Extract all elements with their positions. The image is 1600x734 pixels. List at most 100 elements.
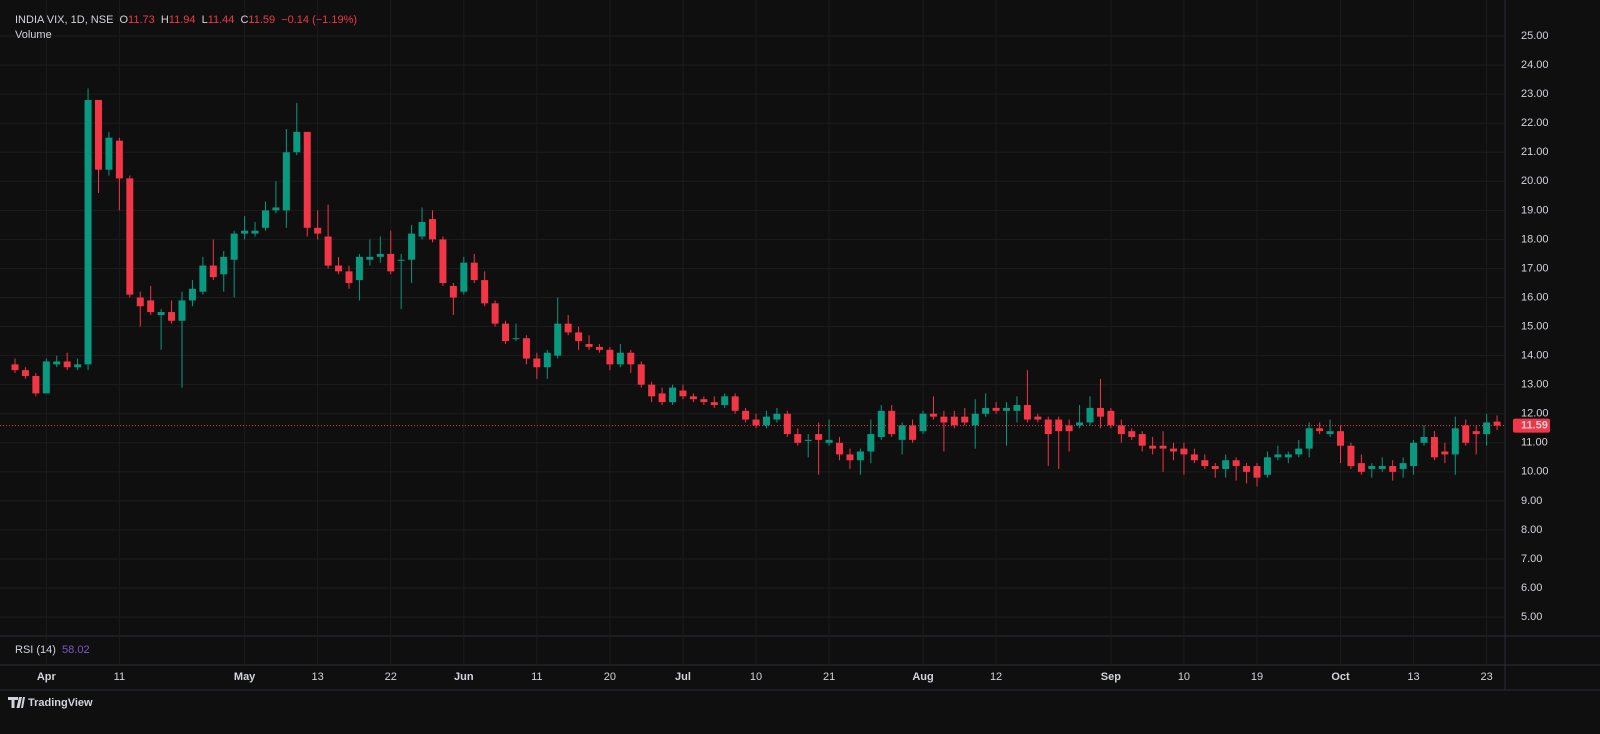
y-tick-label: 6.00 bbox=[1521, 582, 1542, 594]
candle-body bbox=[585, 344, 593, 347]
y-tick-label: 11.00 bbox=[1521, 437, 1548, 449]
candle-body bbox=[731, 396, 739, 411]
candle-body bbox=[42, 361, 50, 394]
candle-body bbox=[783, 413, 791, 435]
symbol: INDIA VIX, 1D, NSE bbox=[15, 14, 114, 26]
ohlc-letter: H bbox=[160, 14, 169, 26]
candle-body bbox=[919, 413, 927, 432]
candle-body bbox=[1201, 460, 1209, 467]
candle-body bbox=[408, 233, 416, 260]
candle-body bbox=[522, 338, 530, 359]
candle-body bbox=[648, 384, 656, 397]
candle-body bbox=[502, 323, 510, 342]
candle-body bbox=[1076, 422, 1084, 426]
candle-body bbox=[1190, 454, 1198, 461]
x-tick-label: Oct bbox=[1331, 671, 1350, 683]
x-tick-label: Sep bbox=[1101, 671, 1121, 683]
candle-body bbox=[836, 442, 844, 455]
candle-body bbox=[1441, 451, 1449, 455]
candle-body bbox=[679, 390, 687, 397]
candle-body bbox=[929, 413, 937, 417]
candle-body bbox=[1347, 445, 1355, 467]
candle-body bbox=[961, 416, 969, 423]
x-tick-label: Apr bbox=[37, 671, 57, 683]
volume-label: Volume bbox=[15, 29, 52, 41]
y-tick-label: 18.00 bbox=[1521, 233, 1549, 245]
candle-body bbox=[387, 253, 395, 272]
y-tick-label: 23.00 bbox=[1521, 88, 1549, 100]
candle-body bbox=[867, 434, 875, 452]
candle-body bbox=[1117, 425, 1125, 435]
y-tick-label: 15.00 bbox=[1521, 320, 1549, 332]
candle-body bbox=[147, 300, 155, 313]
candle-body bbox=[512, 338, 520, 340]
candle-body bbox=[251, 230, 259, 234]
candle-body bbox=[94, 99, 102, 170]
candle-body bbox=[345, 271, 353, 283]
candle-body bbox=[1170, 448, 1178, 452]
candle-body bbox=[282, 152, 290, 211]
candle-body bbox=[460, 262, 468, 292]
candle-body bbox=[1055, 419, 1063, 432]
candle-body bbox=[877, 410, 885, 437]
candle-body bbox=[209, 265, 217, 278]
candle-body bbox=[752, 419, 760, 426]
candle-body bbox=[220, 256, 228, 275]
candle-body bbox=[1378, 466, 1386, 469]
candle-body bbox=[1065, 425, 1073, 432]
candle-body bbox=[846, 454, 854, 461]
x-tick-label: Jul bbox=[675, 671, 691, 683]
candle-body bbox=[168, 312, 176, 321]
candle-body bbox=[1138, 434, 1146, 446]
y-tick-label: 17.00 bbox=[1521, 262, 1549, 274]
candle-body bbox=[992, 407, 1000, 411]
candle-body bbox=[888, 410, 896, 435]
candle-body bbox=[710, 402, 718, 406]
candle-body bbox=[940, 416, 948, 423]
y-tick-label: 8.00 bbox=[1521, 524, 1542, 536]
candle-body bbox=[564, 323, 572, 333]
low-value: 11.44 bbox=[207, 14, 235, 26]
x-tick-label: 10 bbox=[750, 671, 762, 683]
candle-body bbox=[199, 265, 207, 292]
y-tick-label: 24.00 bbox=[1521, 59, 1549, 71]
y-tick-label: 13.00 bbox=[1521, 379, 1549, 391]
candle-body bbox=[481, 280, 489, 304]
candle-body bbox=[178, 300, 186, 321]
y-tick-label: 19.00 bbox=[1521, 204, 1549, 216]
candle-body bbox=[115, 140, 123, 179]
y-tick-label: 16.00 bbox=[1521, 291, 1549, 303]
candle-body bbox=[241, 230, 249, 234]
candle-body bbox=[1399, 463, 1407, 469]
candle-body bbox=[1086, 407, 1094, 423]
candle-body bbox=[742, 410, 750, 420]
candle-body bbox=[909, 425, 917, 440]
open-value: 11.73 bbox=[128, 14, 155, 26]
candle-body bbox=[1357, 463, 1365, 472]
y-tick-label: 20.00 bbox=[1521, 175, 1549, 187]
candle-body bbox=[1430, 436, 1438, 458]
x-tick-label: 22 bbox=[385, 671, 397, 683]
y-tick-label: 10.00 bbox=[1521, 466, 1549, 478]
x-tick-label: 23 bbox=[1480, 671, 1492, 683]
candle-body bbox=[595, 346, 603, 350]
candle-body bbox=[491, 303, 499, 324]
y-tick-label: 7.00 bbox=[1521, 553, 1542, 565]
candle-body bbox=[261, 210, 269, 228]
candle-body bbox=[1451, 428, 1459, 455]
candle-body bbox=[533, 358, 541, 368]
candle-body bbox=[637, 364, 645, 385]
x-tick-label: 13 bbox=[1407, 671, 1419, 683]
candle-body bbox=[1493, 421, 1501, 426]
candle-body bbox=[1284, 454, 1292, 458]
candle-body bbox=[188, 288, 196, 301]
candle-body bbox=[898, 425, 906, 440]
candle-body bbox=[1107, 410, 1115, 426]
candle-body bbox=[293, 131, 301, 153]
candle-body bbox=[1180, 448, 1188, 455]
candle-body bbox=[32, 375, 40, 394]
y-tick-label: 14.00 bbox=[1521, 350, 1549, 362]
candle-body bbox=[1316, 428, 1324, 432]
candle-body bbox=[1336, 431, 1344, 446]
